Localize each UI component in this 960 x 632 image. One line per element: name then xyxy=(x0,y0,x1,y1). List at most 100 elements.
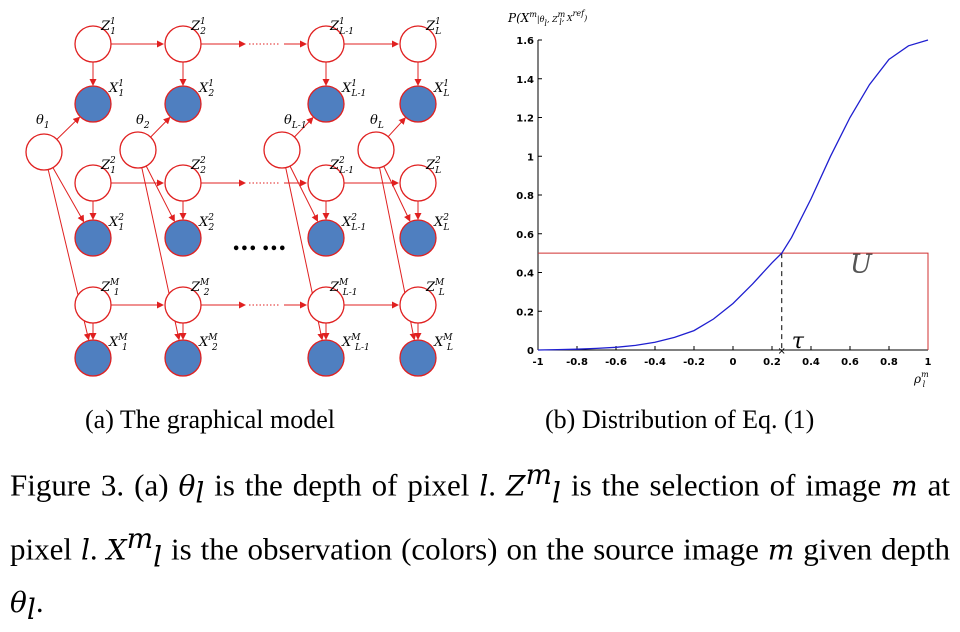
x-tick-label: 0 xyxy=(730,357,737,368)
theta-to-x-edge xyxy=(387,117,406,138)
x-label: XM 2 xyxy=(198,333,218,353)
uniform-rect xyxy=(538,252,929,350)
y-tick-label: 0.2 xyxy=(516,307,534,318)
theta-label: θ1 xyxy=(36,113,50,131)
graph-nodes xyxy=(25,25,437,377)
theta-to-x-edge xyxy=(56,116,81,140)
z-label: ZM L xyxy=(425,278,445,298)
x-label: XM 1 xyxy=(108,333,128,353)
observation-node xyxy=(399,219,437,257)
y-axis-label: P(Xm|θl, Zm l, Xref) xyxy=(507,9,587,28)
selection-node xyxy=(307,164,345,202)
selection-node xyxy=(399,25,437,63)
observation-node xyxy=(164,339,202,377)
observation-node xyxy=(74,85,112,123)
x-tick-label: -0.6 xyxy=(605,357,627,368)
tau-marker: × xyxy=(778,346,786,357)
y-tick-label: 0.4 xyxy=(516,269,534,280)
x-label: X1 L xyxy=(433,79,450,99)
selection-node xyxy=(164,164,202,202)
ellipsis-dots: ••• ••• xyxy=(232,242,286,257)
depth-node xyxy=(263,131,301,169)
series-line xyxy=(537,39,929,351)
x-label: X2 2 xyxy=(198,213,215,233)
selection-node xyxy=(307,25,345,63)
graph-labels: Z1 1 Z1 2 Z1 L-1 Z1 L Z2 1 Z2 2 Z2 L-1 Z2 L ZM 1 ZM 2 ZM L-1 Z… xyxy=(36,17,453,353)
x-tick-label: 0.8 xyxy=(880,357,898,368)
x-label: X1 2 xyxy=(198,79,215,99)
chart-ticks: 0 0.2 0.4 0.6 0.8 1 1.2 1.4 1.6 -1 -0.8 -0.6 -0.4 -0.… xyxy=(516,36,931,368)
graphical-model: Z1 1 Z1 2 Z1 L-1 Z1 L Z2 1 Z2 2 Z2 L-1 Z2 L ZM 1 ZM 2 ZM L-1 Z… xyxy=(25,17,453,377)
selection-node xyxy=(307,286,345,324)
uniform-label: U xyxy=(850,250,873,280)
y-tick-label: 0.6 xyxy=(516,230,534,241)
x-label: X2 L xyxy=(433,213,450,233)
x-label: X1 L-1 xyxy=(341,79,366,99)
selection-node xyxy=(164,25,202,63)
x-tick-label: -0.4 xyxy=(644,357,666,368)
selection-node xyxy=(399,286,437,324)
theta-to-x-edge xyxy=(383,166,411,222)
y-tick-label: 1.6 xyxy=(516,36,534,47)
x-tick-label: -1 xyxy=(532,357,543,368)
x-tick-label: 0.2 xyxy=(763,357,781,368)
x-label: XM L xyxy=(433,333,453,353)
theta-label: θ2 xyxy=(136,113,150,131)
selection-node xyxy=(74,164,112,202)
z-label: Z1 L-1 xyxy=(329,17,354,37)
theta-label: θL-1 xyxy=(284,113,307,131)
z-label: Z1 2 xyxy=(190,17,206,37)
theta-to-x-edge xyxy=(294,117,314,138)
z-label: Z2 L-1 xyxy=(329,156,354,176)
observation-node xyxy=(74,339,112,377)
selection-node xyxy=(164,286,202,324)
y-tick-label: 1.2 xyxy=(516,114,534,125)
z-label: Z2 L xyxy=(425,156,441,176)
theta-to-x-edge xyxy=(145,165,175,222)
selection-node xyxy=(399,164,437,202)
x-label: X2 1 xyxy=(108,213,124,233)
y-tick-label: 0 xyxy=(527,346,534,357)
observation-node xyxy=(399,339,437,377)
observation-node xyxy=(399,85,437,123)
selection-node xyxy=(74,286,112,324)
z-label: ZM 1 xyxy=(100,278,120,298)
x-label: X1 1 xyxy=(108,79,124,99)
depth-node xyxy=(119,131,157,169)
figure-caption: Figure 3. (a) θl is the depth of pixel l… xyxy=(10,458,951,627)
observation-node xyxy=(307,339,345,377)
x-tick-label: 0.4 xyxy=(802,357,820,368)
chart-annotations: U × τ xyxy=(538,250,929,357)
depth-node xyxy=(357,131,395,169)
z-label: Z1 L xyxy=(425,17,441,37)
subfigure-caption-a: (a) The graphical model xyxy=(85,405,336,434)
theta-to-x-edge xyxy=(289,165,318,222)
observation-node xyxy=(164,85,202,123)
depth-node xyxy=(25,133,63,171)
theta-label: θL xyxy=(370,113,384,131)
z-label: Z1 1 xyxy=(100,17,116,37)
x-tick-label: -0.8 xyxy=(566,357,588,368)
observation-node xyxy=(74,219,112,257)
y-tick-label: 0.8 xyxy=(516,191,534,202)
distribution-chart: 0 0.2 0.4 0.6 0.8 1 1.2 1.4 1.6 -1 -0.8 -0.6 -0.4 -0.… xyxy=(507,9,932,389)
y-tick-label: 1 xyxy=(527,152,534,163)
y-tick-label: 1.4 xyxy=(516,75,534,86)
z-label: ZM 2 xyxy=(190,278,210,298)
x-tick-label: 1 xyxy=(925,357,932,368)
x-label: XM L-1 xyxy=(341,333,370,353)
z-label: Z2 1 xyxy=(100,156,116,176)
x-axis-label: ρm l xyxy=(913,370,929,389)
theta-to-x-edge xyxy=(52,167,85,223)
x-tick-label: 0.6 xyxy=(841,357,859,368)
tau-label: τ xyxy=(792,329,805,354)
observation-node xyxy=(164,219,202,257)
selection-node xyxy=(74,25,112,63)
x-label: X2 L-1 xyxy=(341,213,366,233)
observation-node xyxy=(307,85,345,123)
theta-to-x-edge xyxy=(150,116,171,138)
z-label: ZM L-1 xyxy=(329,278,358,298)
z-label: Z2 2 xyxy=(190,156,206,176)
subfigure-caption-b: (b) Distribution of Eq. (1) xyxy=(545,405,815,434)
observation-node xyxy=(307,219,345,257)
